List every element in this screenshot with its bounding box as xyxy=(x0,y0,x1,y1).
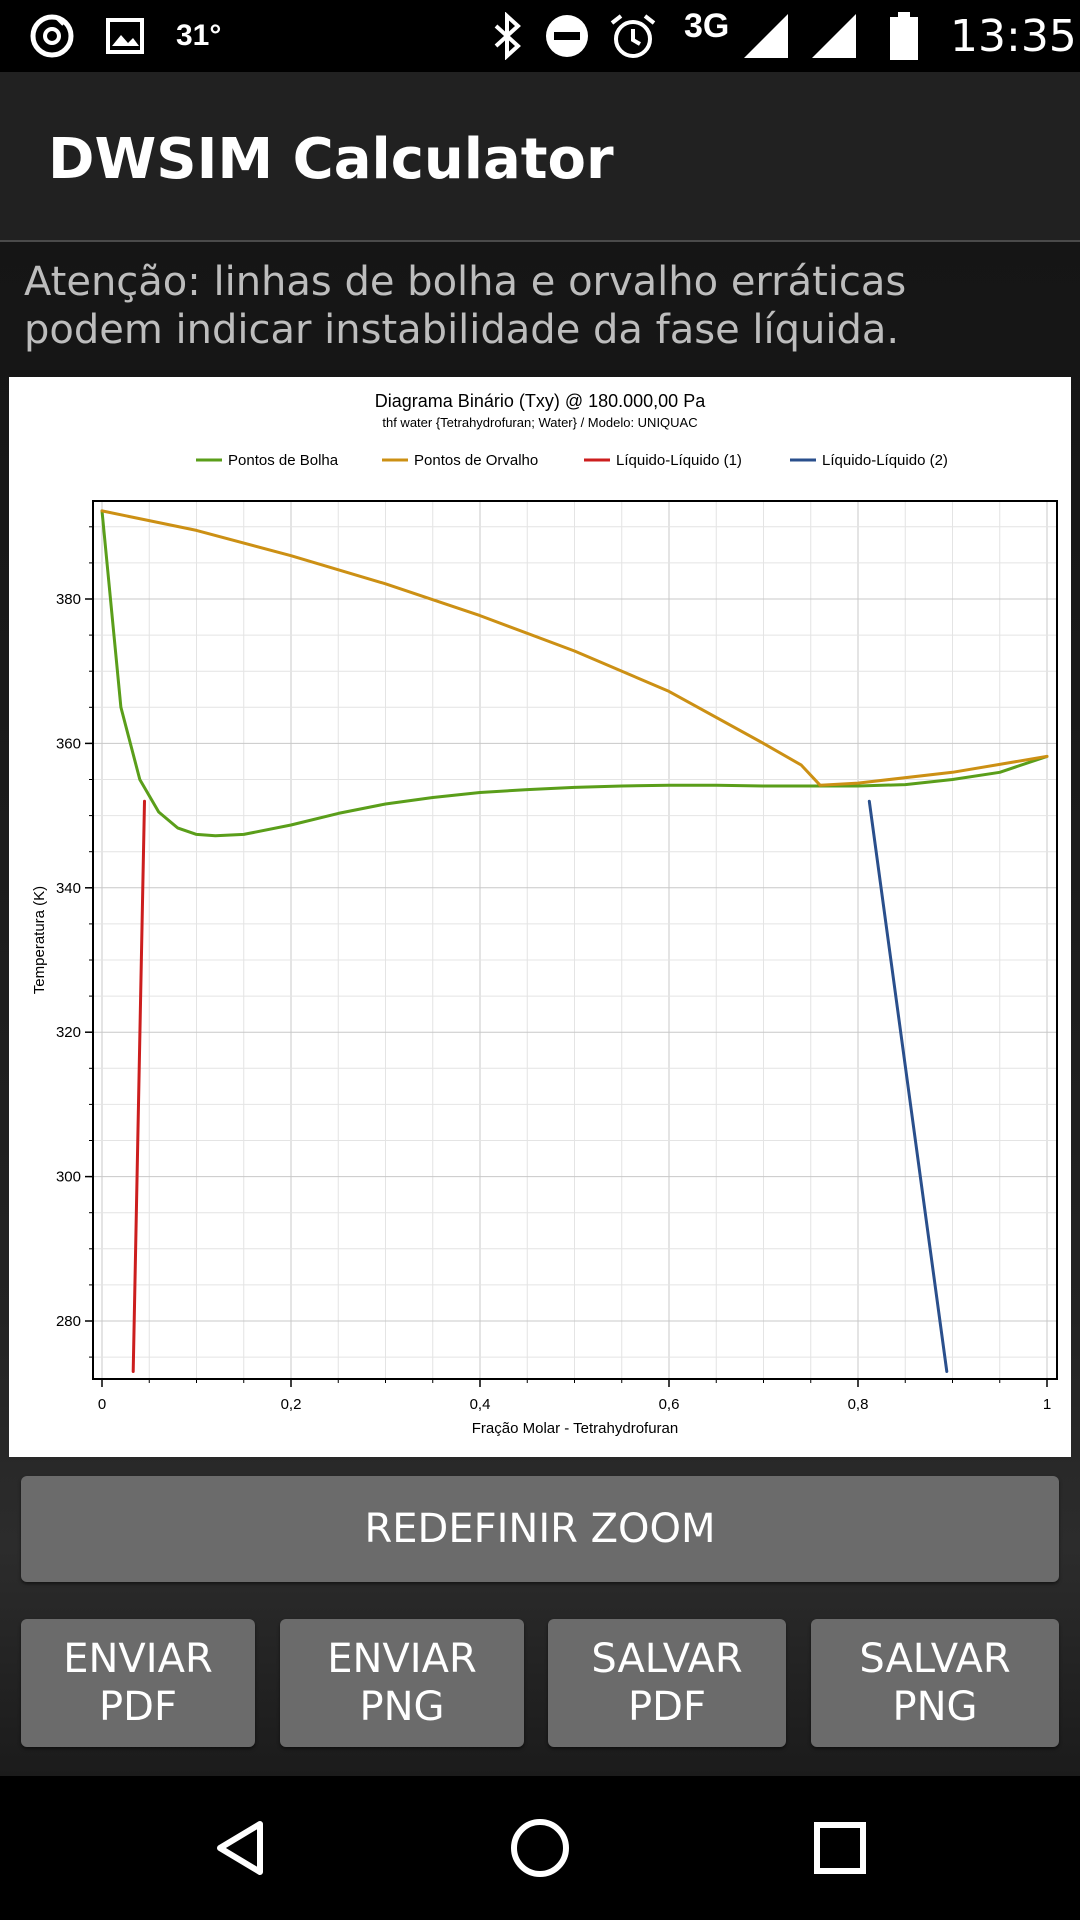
app-title: DWSIM Calculator xyxy=(48,127,614,192)
x-tick-label: 0,6 xyxy=(659,1396,680,1413)
battery-icon xyxy=(888,0,920,72)
series-line xyxy=(100,509,1049,838)
app-circle-icon xyxy=(28,0,76,72)
signal-icon xyxy=(742,0,790,72)
x-tick-label: 0,4 xyxy=(470,1396,491,1413)
chart-subtitle: thf water {Tetrahydrofuran; Water} / Mod… xyxy=(382,415,697,430)
legend-label: Pontos de Orvalho xyxy=(414,452,538,469)
y-tick-label: 340 xyxy=(56,880,81,897)
warning-text: Atenção: linhas de bolha e orvalho errát… xyxy=(24,259,907,353)
x-axis-label: Fração Molar - Tetrahydrofuran xyxy=(472,1420,678,1437)
reset-zoom-button[interactable]: REDEFINIR ZOOM xyxy=(21,1476,1059,1582)
y-tick-label: 360 xyxy=(56,735,81,752)
recents-icon[interactable] xyxy=(770,1776,910,1920)
x-tick-label: 0 xyxy=(98,1396,106,1413)
series-line xyxy=(100,509,1049,787)
series-line xyxy=(867,799,949,1373)
chart-title: Diagrama Binário (Txy) @ 180.000,00 Pa xyxy=(375,391,706,411)
send-pdf-button[interactable]: ENVIAR PDF xyxy=(21,1619,255,1747)
alarm-icon xyxy=(608,0,658,72)
app-bar: DWSIM Calculator xyxy=(0,72,1080,242)
network-type: 3G xyxy=(684,6,730,45)
chart-panel[interactable]: 0 0,2 0,4 0,6 0,8 1 280 300 320 340 360 380 Diagrama… xyxy=(9,377,1071,1457)
x-tick-label: 1 xyxy=(1043,1396,1051,1413)
send-png-button[interactable]: ENVIAR PNG xyxy=(280,1619,524,1747)
temperature: 31° xyxy=(176,19,222,52)
txy-chart[interactable]: 0 0,2 0,4 0,6 0,8 1 280 300 320 340 360 380 Diagrama… xyxy=(9,377,1071,1457)
y-tick-label: 300 xyxy=(56,1169,81,1186)
do-not-disturb-icon xyxy=(543,0,591,72)
save-png-button[interactable]: SALVAR PNG xyxy=(811,1619,1059,1747)
y-tick-label: 280 xyxy=(56,1313,81,1330)
series-line xyxy=(131,799,146,1373)
image-icon xyxy=(104,0,146,72)
y-axis-label: Temperatura (K) xyxy=(31,886,48,994)
legend-label: Líquido-Líquido (1) xyxy=(616,452,742,469)
bluetooth-icon xyxy=(490,0,526,72)
signal-icon xyxy=(810,0,858,72)
back-icon[interactable] xyxy=(170,1776,310,1920)
y-tick-label: 320 xyxy=(56,1024,81,1041)
y-tick-label: 380 xyxy=(56,591,81,608)
legend-label: Pontos de Bolha xyxy=(228,452,339,469)
x-tick-label: 0,2 xyxy=(281,1396,302,1413)
clock: 13:35 xyxy=(950,10,1077,62)
save-pdf-button[interactable]: SALVAR PDF xyxy=(548,1619,786,1747)
status-bar: 31° 3G 13:35 xyxy=(0,0,1080,72)
navigation-bar xyxy=(0,1776,1080,1920)
legend-label: Líquido-Líquido (2) xyxy=(822,452,948,469)
home-icon[interactable] xyxy=(470,1776,610,1920)
x-tick-label: 0,8 xyxy=(848,1396,869,1413)
